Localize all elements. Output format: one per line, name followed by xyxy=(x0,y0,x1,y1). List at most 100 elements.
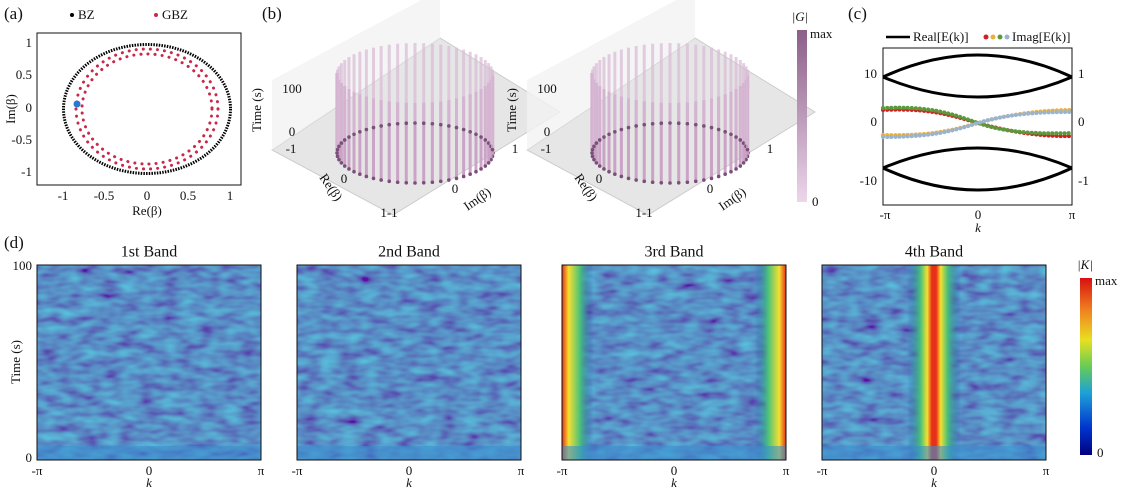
base-dot xyxy=(590,151,594,155)
base-dot xyxy=(659,121,663,125)
base-dot xyxy=(358,172,362,176)
base-dot xyxy=(742,161,746,165)
colorbar-label: |K| xyxy=(1077,257,1093,272)
heatmap-floor xyxy=(37,446,261,460)
base-dot xyxy=(738,138,742,142)
base-dot xyxy=(729,132,733,136)
base-dot xyxy=(336,148,340,152)
base-dot xyxy=(591,148,595,152)
base-dot xyxy=(347,135,351,139)
base-dot xyxy=(474,132,478,136)
legend-entry: GBZ xyxy=(162,7,188,22)
axis-tick-label: 0 xyxy=(707,181,714,196)
base-dot xyxy=(694,180,698,184)
heatmap-texture xyxy=(37,265,261,460)
panel-label: (b) xyxy=(262,4,282,23)
axis-tick-label: 0 xyxy=(544,124,551,139)
y-tick-label: -10 xyxy=(860,173,877,188)
base-dot xyxy=(455,126,459,130)
legend-marker xyxy=(991,35,996,40)
panel-title: 2nd Band xyxy=(378,244,440,261)
base-dot xyxy=(668,121,672,125)
base-dot xyxy=(634,178,638,182)
base-dot xyxy=(602,167,606,171)
x-tick-label: -π xyxy=(557,463,568,478)
axes-frame xyxy=(883,48,1072,205)
base-dot xyxy=(686,122,690,126)
figure: (a) BZ GBZ 1 0.5 0 -0.5 -1 -1 -0.5 0 0.5… xyxy=(0,0,1123,491)
base-dot xyxy=(462,128,466,132)
gbz-curve xyxy=(76,49,218,169)
x-tick-label: π xyxy=(518,463,525,478)
base-dot xyxy=(337,158,341,162)
base-dot xyxy=(627,126,631,130)
panel-label: (a) xyxy=(4,4,23,23)
base-dot xyxy=(352,132,356,136)
x-tick-label: -π xyxy=(32,463,43,478)
base-dot xyxy=(634,124,638,128)
axis-tick-label: 0 xyxy=(289,124,296,139)
x-tick-label: 0.5 xyxy=(180,188,196,203)
y-axis-label: Im(β) xyxy=(3,94,18,124)
base-dot xyxy=(591,155,595,159)
base-dot xyxy=(468,130,472,134)
base-dot xyxy=(396,122,400,126)
axis-tick-label: 1 xyxy=(512,141,519,156)
base-dot xyxy=(365,175,369,179)
legend-entry: Imag[E(k)] xyxy=(1012,29,1070,44)
legend-marker xyxy=(984,35,989,40)
base-dot xyxy=(592,145,596,149)
y2-tick-label: 1 xyxy=(1078,66,1085,81)
x-axis-label: k xyxy=(671,475,677,490)
base-dot xyxy=(717,128,721,132)
base-dot xyxy=(396,180,400,184)
x-tick-label: π xyxy=(258,463,265,478)
axis-tick-label: 1-1 xyxy=(380,205,397,220)
y-tick-label: 10 xyxy=(864,66,877,81)
base-dot xyxy=(336,155,340,159)
base-dot xyxy=(738,164,742,168)
base-dot xyxy=(404,121,408,125)
heatmap-edge xyxy=(562,265,786,460)
base-dot xyxy=(358,130,362,134)
base-dot xyxy=(347,167,351,171)
x-axis-label: k xyxy=(146,475,152,490)
base-dot xyxy=(677,181,681,185)
base-dot xyxy=(686,180,690,184)
base-dot xyxy=(668,181,672,185)
axis-tick-label: 1 xyxy=(767,141,774,156)
base-dot xyxy=(620,175,624,179)
y2-tick-label: 0 xyxy=(1078,114,1085,129)
colorbar-max: max xyxy=(1095,273,1118,288)
base-dot xyxy=(340,161,344,165)
y-tick-label: 0 xyxy=(871,114,878,129)
base-dot xyxy=(455,177,459,181)
x-tick-label: π xyxy=(1043,463,1050,478)
base-dot xyxy=(483,164,487,168)
base-dot xyxy=(413,181,417,185)
axis-tick-label: -1 xyxy=(286,141,297,156)
plot-3d: Time (s)1000-101-1Re(β)01Im(β)Time (s)10… xyxy=(249,0,815,220)
base-dot xyxy=(595,161,599,165)
base-dot xyxy=(746,148,750,152)
base-dot xyxy=(602,135,606,139)
x-tick-label: -0.5 xyxy=(94,188,115,203)
y-tick-label: 1 xyxy=(26,35,33,50)
heatmap-texture xyxy=(297,265,521,460)
axes-frame xyxy=(37,33,241,185)
base-dot xyxy=(651,180,655,184)
legend-marker xyxy=(1005,35,1010,40)
base-dot xyxy=(379,124,383,128)
base-dot xyxy=(702,124,706,128)
axis-tick-label: Im(β) xyxy=(461,184,494,213)
x-tick-label: π xyxy=(783,463,790,478)
panel-title: 1st Band xyxy=(121,244,177,261)
y-tick-label: 0 xyxy=(26,100,33,115)
base-dot xyxy=(337,145,341,149)
base-dot xyxy=(468,172,472,176)
base-dot xyxy=(620,128,624,132)
base-dot xyxy=(710,126,714,130)
y-axis-label: Time (s) xyxy=(8,340,23,384)
